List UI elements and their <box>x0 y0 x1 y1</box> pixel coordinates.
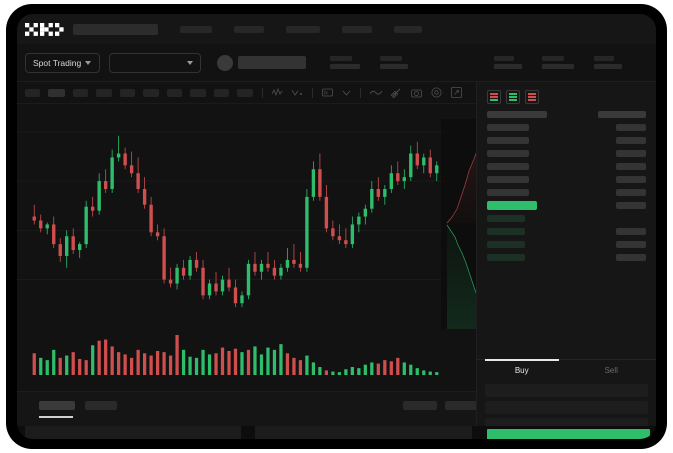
submit-order-button[interactable] <box>487 429 650 439</box>
pair-selector[interactable] <box>109 52 202 73</box>
pair-avatar <box>217 54 234 71</box>
trading-mode-dropdown[interactable]: Spot Trading <box>25 52 101 73</box>
bottom-action-2[interactable] <box>445 401 479 410</box>
stat-1-value <box>330 64 361 69</box>
table-row[interactable] <box>477 123 656 132</box>
stat-2-value <box>380 64 409 69</box>
buy-sell-tabs: Buy Sell <box>477 359 656 380</box>
timeframe-8[interactable] <box>190 88 206 97</box>
volume-chart <box>17 329 476 391</box>
timeframe-3[interactable] <box>73 88 88 97</box>
nav-item-3[interactable] <box>286 25 320 33</box>
order-book-mode-group <box>477 82 656 104</box>
device-screen: Spot Trading <box>17 14 656 439</box>
timeframe-5[interactable] <box>120 88 135 97</box>
search-input[interactable] <box>73 23 158 35</box>
timeframe-2[interactable] <box>48 88 65 97</box>
toolbar-divider <box>262 87 263 98</box>
camera-icon[interactable] <box>411 88 422 98</box>
okx-logo[interactable] <box>25 22 65 36</box>
chart-toolbar: fx <box>17 82 476 104</box>
stat-4-label <box>542 56 565 61</box>
market-stats <box>330 56 623 69</box>
table-row[interactable] <box>477 162 656 171</box>
chevron-down-icon <box>85 60 92 65</box>
stat-5-label <box>594 56 615 61</box>
nav-item-4[interactable] <box>342 25 372 33</box>
timeframe-9[interactable] <box>214 88 229 97</box>
orderbook-mode-asks-icon[interactable] <box>525 90 539 104</box>
stat-1-label <box>330 56 353 61</box>
candlestick-series <box>17 131 476 308</box>
svg-text:fx: fx <box>324 91 328 97</box>
compare-icon[interactable] <box>292 88 303 97</box>
toolbar-divider <box>312 87 313 98</box>
price-chart[interactable] <box>17 104 476 329</box>
fullscreen-icon[interactable] <box>451 87 462 98</box>
table-row[interactable] <box>477 136 656 145</box>
table-row[interactable] <box>477 214 656 223</box>
app-header <box>17 14 656 44</box>
bottom-tab-active-indicator <box>39 416 73 418</box>
pair-name <box>238 56 307 69</box>
bottom-action-1[interactable] <box>403 401 437 410</box>
table-row[interactable] <box>477 175 656 184</box>
nav-item-2[interactable] <box>234 25 264 33</box>
toolbar-divider <box>360 87 361 98</box>
stat-2-label <box>380 56 403 61</box>
header-nav <box>180 25 422 33</box>
chevron-down-icon <box>187 60 194 65</box>
order-form-panel: Buy Sell <box>476 359 656 439</box>
timeframe-6[interactable] <box>143 88 159 97</box>
stat-3-label <box>494 56 515 61</box>
stat-5 <box>594 56 623 69</box>
stat-4-value <box>542 64 575 69</box>
line-style-icon[interactable] <box>370 88 382 97</box>
order-book-panel <box>476 82 656 359</box>
tab-buy[interactable]: Buy <box>477 359 567 380</box>
measure-icon[interactable] <box>391 87 402 98</box>
orderbook-mode-both-icon[interactable] <box>487 90 501 104</box>
template-icon[interactable]: fx <box>322 88 333 97</box>
table-row[interactable] <box>477 149 656 158</box>
chevron-down-icon[interactable] <box>342 90 351 96</box>
bottom-tab-1[interactable] <box>39 401 75 410</box>
timeframe-7[interactable] <box>167 88 182 97</box>
stat-3-value <box>494 64 523 69</box>
indicator-icon[interactable] <box>272 88 283 97</box>
timeframe-10[interactable] <box>237 88 253 97</box>
price-field[interactable] <box>485 384 648 397</box>
table-row[interactable] <box>477 240 656 249</box>
order-book-header <box>477 110 656 119</box>
settings-icon[interactable] <box>431 87 442 98</box>
table-row[interactable] <box>477 253 656 262</box>
stat-1 <box>330 56 361 69</box>
nav-item-5[interactable] <box>394 25 422 33</box>
tab-sell[interactable]: Sell <box>604 365 618 375</box>
table-row[interactable] <box>477 227 656 236</box>
bottom-bar <box>17 426 656 439</box>
trading-mode-label: Spot Trading <box>33 57 82 68</box>
timeframe-1[interactable] <box>25 88 40 97</box>
nav-item-1[interactable] <box>180 25 212 33</box>
stat-4 <box>542 56 575 69</box>
last-price-row <box>477 201 656 210</box>
orderbook-mode-bids-icon[interactable] <box>506 90 520 104</box>
stat-5-value <box>594 64 623 69</box>
table-row[interactable] <box>477 188 656 197</box>
bottom-panel-1[interactable] <box>25 426 241 439</box>
market-bar: Spot Trading <box>17 44 656 82</box>
order-book-rows <box>477 110 656 262</box>
volume-series <box>32 335 439 375</box>
bottom-tab-bar <box>17 391 479 426</box>
bottom-tab-2[interactable] <box>85 401 117 410</box>
timeframe-4[interactable] <box>96 88 112 97</box>
bottom-panel-2[interactable] <box>255 426 472 439</box>
amount-field[interactable] <box>485 401 648 414</box>
stat-3 <box>494 56 523 69</box>
stat-2 <box>380 56 409 69</box>
